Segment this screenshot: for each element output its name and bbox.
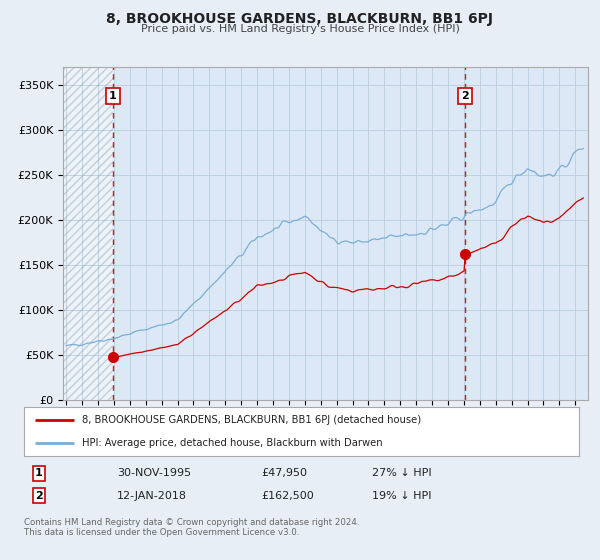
Text: 12-JAN-2018: 12-JAN-2018	[117, 491, 187, 501]
Bar	[63, 67, 113, 400]
Text: 27% ↓ HPI: 27% ↓ HPI	[372, 468, 431, 478]
Text: Price paid vs. HM Land Registry's House Price Index (HPI): Price paid vs. HM Land Registry's House …	[140, 24, 460, 34]
Text: 2: 2	[461, 91, 469, 101]
Text: HPI: Average price, detached house, Blackburn with Darwen: HPI: Average price, detached house, Blac…	[82, 438, 383, 448]
Text: £47,950: £47,950	[261, 468, 307, 478]
Text: 30-NOV-1995: 30-NOV-1995	[117, 468, 191, 478]
Text: 1: 1	[109, 91, 116, 101]
Text: 2: 2	[35, 491, 43, 501]
Bar	[63, 67, 113, 400]
Text: 19% ↓ HPI: 19% ↓ HPI	[372, 491, 431, 501]
Text: £162,500: £162,500	[261, 491, 314, 501]
Text: Contains HM Land Registry data © Crown copyright and database right 2024.
This d: Contains HM Land Registry data © Crown c…	[24, 518, 359, 538]
Text: 8, BROOKHOUSE GARDENS, BLACKBURN, BB1 6PJ (detached house): 8, BROOKHOUSE GARDENS, BLACKBURN, BB1 6P…	[82, 416, 421, 426]
Text: 1: 1	[35, 468, 43, 478]
Text: 8, BROOKHOUSE GARDENS, BLACKBURN, BB1 6PJ: 8, BROOKHOUSE GARDENS, BLACKBURN, BB1 6P…	[107, 12, 493, 26]
